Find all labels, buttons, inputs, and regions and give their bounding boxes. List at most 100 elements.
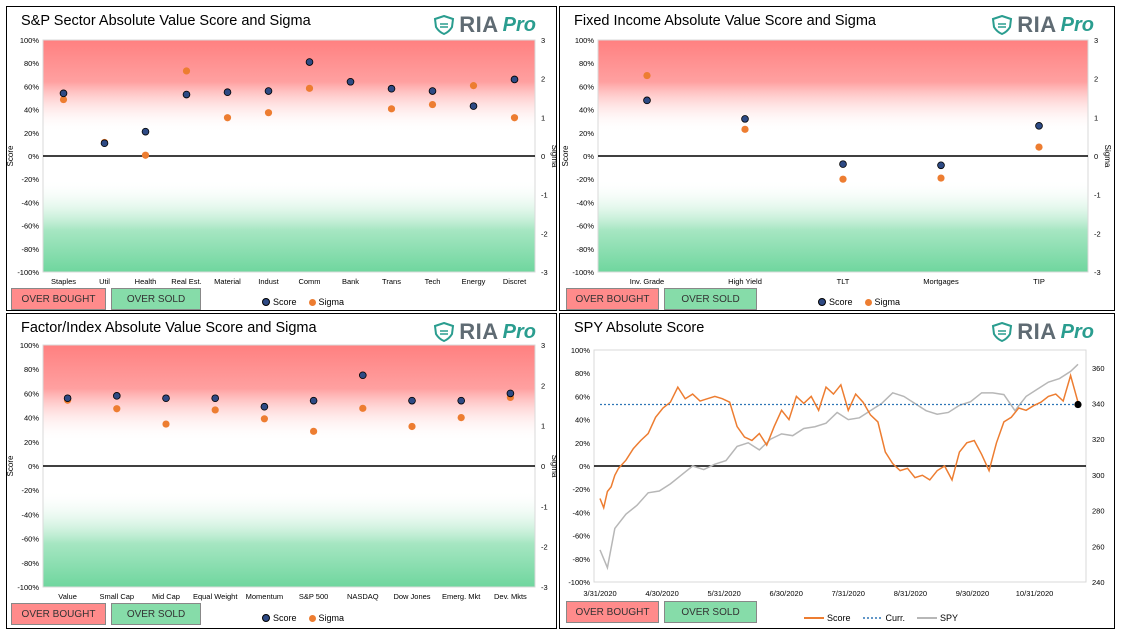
y2-tick-label: -1 — [1094, 191, 1101, 200]
sigma-point — [428, 100, 437, 109]
sigma-legend-marker — [308, 298, 316, 306]
y-tick-label: 80% — [575, 369, 590, 378]
y-axis-title: Score — [7, 455, 15, 476]
oversold-button[interactable]: OVER SOLD — [664, 288, 757, 310]
logo-ria-text: RIA — [459, 12, 499, 37]
y-tick-label: -20% — [572, 485, 590, 494]
y-axis-title: Score — [7, 145, 15, 166]
x-tick-label: TIP — [1033, 277, 1045, 286]
oversold-button[interactable]: OVER SOLD — [111, 288, 201, 310]
overbought-button[interactable]: OVER BOUGHT — [566, 601, 659, 623]
overbought-button[interactable]: OVER BOUGHT — [11, 288, 106, 310]
legend-score-label: Score — [273, 613, 297, 623]
y-tick-label: 80% — [24, 59, 39, 68]
oversold-zone — [43, 490, 535, 587]
score-point — [839, 160, 847, 168]
y-tick-label: 0% — [28, 462, 39, 471]
x-tick-label: Indust — [258, 277, 279, 286]
sigma-point — [260, 415, 268, 423]
spy-panel: SPY Absolute Score RIA Pro -100% -80% -60%… — [559, 313, 1115, 629]
x-tick-label: S&P 500 — [299, 592, 328, 601]
y2-tick-label: 2 — [1094, 75, 1098, 84]
score-point — [346, 77, 355, 86]
sigma-point — [182, 67, 191, 75]
y-tick-label: -60% — [21, 535, 39, 544]
y-tick-label: 60% — [24, 389, 39, 398]
y2-tick-label: 3 — [541, 341, 545, 350]
score-point — [162, 394, 170, 403]
score-point — [223, 88, 232, 96]
fixed-income-panel: Fixed Income Absolute Value Score and Si… — [559, 6, 1115, 311]
score-point — [1035, 122, 1043, 130]
y-tick-label: 0% — [583, 152, 594, 161]
y2-axis-title: Sigma — [1103, 145, 1112, 168]
x-tick-label: Util — [99, 277, 110, 286]
score-point — [506, 389, 515, 398]
sector-legend: Score Sigma — [262, 297, 344, 307]
overbought-button[interactable]: OVER BOUGHT — [566, 288, 659, 310]
y2-tick-label: 0 — [1094, 152, 1098, 161]
x-tick-label: 5/31/2020 — [707, 589, 740, 598]
oversold-button[interactable]: OVER SOLD — [664, 601, 757, 623]
spy-line-chart: -100% -80% -60% -40% -20% 0% 20% 40% 60% 80% 100% 2… — [568, 346, 1105, 598]
y2-tick-label: -2 — [1094, 229, 1101, 238]
score-point — [408, 396, 416, 405]
overbought-button[interactable]: OVER BOUGHT — [11, 603, 106, 625]
x-tick-label: Momentum — [246, 592, 284, 601]
spy-legend: Score Curr. SPY — [804, 613, 958, 623]
x-tick-label: Equal Weight — [193, 592, 238, 601]
sigma-point — [937, 174, 945, 182]
y-tick-label: 40% — [24, 414, 39, 423]
oversold-button[interactable]: OVER SOLD — [111, 603, 201, 625]
sector-chart-title: S&P Sector Absolute Value Score and Sigm… — [21, 13, 311, 29]
x-tick-label: Small Cap — [99, 592, 134, 601]
x-tick-label: 7/31/2020 — [832, 589, 865, 598]
sigma-point — [113, 405, 121, 413]
x-tick-label: Material — [214, 277, 241, 286]
x-tick-label: Dow Jones — [393, 592, 430, 601]
sigma-point — [457, 414, 465, 422]
y-tick-label: 0% — [28, 152, 39, 161]
curr-legend-marker — [862, 617, 883, 619]
logo-pro-text: Pro — [1060, 320, 1094, 343]
overbought-zone — [43, 345, 535, 442]
overbought-zone — [598, 40, 1088, 133]
y-tick-label: 20% — [24, 129, 39, 138]
y-tick-label: -100% — [17, 583, 39, 592]
sigma-point — [741, 125, 749, 133]
score-legend-marker — [262, 298, 270, 306]
score-point — [741, 115, 749, 123]
y-tick-label: -100% — [17, 268, 39, 277]
ria-pro-logo: RIA Pro — [991, 12, 1094, 38]
y2-tick-label: 240 — [1092, 578, 1105, 587]
score-point — [643, 96, 651, 105]
y2-tick-label: 0 — [541, 152, 545, 161]
sigma-point — [469, 82, 478, 90]
y-tick-label: -40% — [21, 510, 39, 519]
y-tick-label: 20% — [575, 439, 590, 448]
fixed-income-scatter-chart: -100% -80% -60% -40% -20% 0% 20% 40% 60% 80% 100% -… — [561, 36, 1112, 286]
ria-pro-logo: RIA Pro — [433, 12, 536, 38]
y-tick-label: -80% — [576, 245, 594, 254]
score-point — [387, 84, 396, 93]
x-tick-label: 6/30/2020 — [770, 589, 803, 598]
score-legend-marker — [262, 614, 270, 622]
score-point — [182, 90, 191, 99]
x-tick-label: Staples — [51, 277, 76, 286]
y-tick-label: -20% — [576, 175, 594, 184]
logo-ria-text: RIA — [1017, 12, 1057, 37]
y2-tick-label: 340 — [1092, 400, 1105, 409]
score-point — [141, 127, 150, 136]
y2-tick-label: 320 — [1092, 435, 1105, 444]
sigma-point — [59, 95, 68, 104]
shield-icon — [434, 15, 455, 35]
sigma-point — [359, 404, 367, 412]
score-point — [428, 87, 437, 95]
x-tick-label: TLT — [837, 277, 850, 286]
sigma-point — [141, 151, 150, 159]
x-tick-label: Dev. Mkts — [494, 592, 527, 601]
y-tick-label: -60% — [21, 222, 39, 231]
y2-tick-label: 360 — [1092, 364, 1105, 373]
score-point — [937, 161, 945, 170]
x-tick-label: Real Est. — [171, 277, 201, 286]
